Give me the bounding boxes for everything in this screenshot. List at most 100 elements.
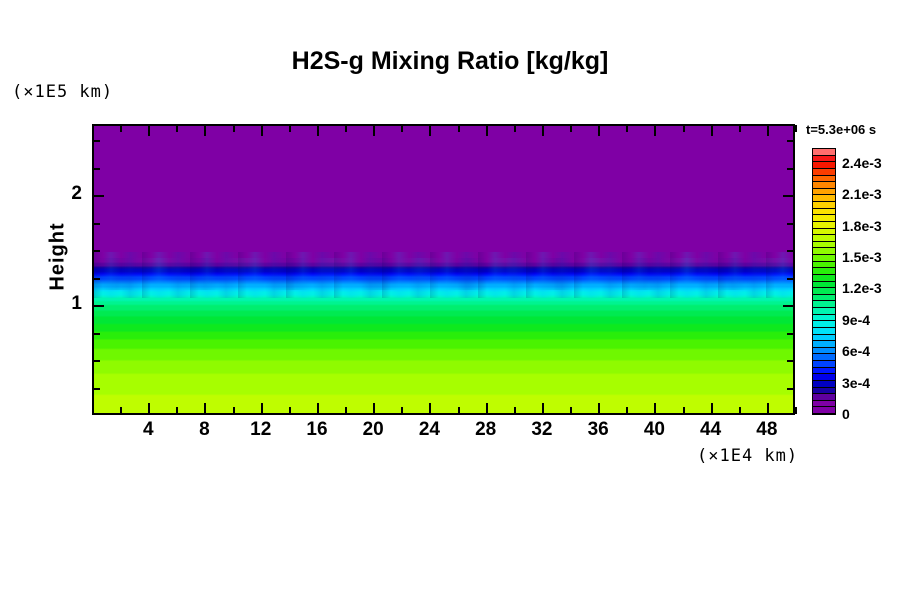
axis-tick	[542, 403, 544, 414]
axis-tick	[120, 125, 122, 132]
colorbar-tick-label: 3e-4	[842, 374, 871, 391]
colorbar-band	[813, 182, 835, 189]
axis-tick	[93, 223, 100, 225]
axis-tick	[626, 407, 628, 414]
colorbar-band	[813, 327, 835, 335]
colorbar-tick-label: 2.4e-3	[842, 154, 882, 171]
colorbar-band	[813, 394, 835, 401]
axis-tick	[289, 125, 291, 132]
axis-tick	[429, 125, 431, 136]
axis-tick	[783, 305, 794, 307]
axis-tick	[401, 407, 403, 414]
axis-tick	[261, 403, 263, 414]
axis-tick	[767, 125, 769, 136]
axis-tick	[767, 403, 769, 414]
axis-tick	[93, 250, 100, 252]
axis-tick	[598, 403, 600, 414]
colorbar-band	[813, 308, 835, 315]
colorbar-band	[813, 221, 835, 229]
colorbar-band	[813, 261, 835, 269]
colorbar-band	[813, 281, 835, 289]
x-tick-label: 8	[199, 419, 210, 440]
colorbar-band	[813, 168, 835, 176]
y-tick-label: 2	[71, 183, 82, 205]
axis-tick	[401, 125, 403, 132]
axis-tick	[486, 403, 488, 414]
axis-tick	[93, 168, 100, 170]
y-tick-label: 1	[71, 293, 82, 315]
axis-tick	[787, 388, 794, 390]
axis-tick	[787, 333, 794, 335]
colorbar-band	[813, 400, 835, 408]
colorbar-tick-label: 9e-4	[842, 311, 871, 328]
axis-tick	[289, 407, 291, 414]
colorbar-band	[813, 175, 835, 183]
x-tick-label: 48	[756, 419, 778, 440]
colorbar-band	[813, 149, 835, 156]
axis-tick	[93, 278, 100, 280]
colorbar-band	[813, 241, 835, 249]
colorbar-band	[813, 341, 835, 348]
colorbar-tick-label: 1.5e-3	[842, 248, 882, 265]
axis-tick	[795, 125, 797, 132]
axis-tick	[787, 140, 794, 142]
axis-tick	[787, 278, 794, 280]
axis-tick	[795, 407, 797, 414]
colorbar-tick-label: 1.8e-3	[842, 217, 882, 234]
axis-tick	[93, 305, 104, 307]
colorbar-band	[813, 248, 835, 255]
axis-tick	[787, 223, 794, 225]
x-tick-label: 16	[306, 419, 328, 440]
time-annotation: t=5.3e+06 s	[806, 122, 877, 137]
axis-tick	[373, 125, 375, 136]
axis-tick	[93, 388, 100, 390]
axis-tick	[787, 168, 794, 170]
axis-tick	[233, 407, 235, 414]
colorbar-band	[813, 215, 835, 222]
x-tick-label: 12	[250, 419, 272, 440]
colorbar-band	[813, 314, 835, 322]
colorbar-band	[813, 367, 835, 375]
axis-tick	[486, 125, 488, 136]
x-tick-label: 24	[418, 419, 440, 440]
axis-tick	[654, 125, 656, 136]
axis-tick	[120, 407, 122, 414]
heatmap-transition-texture	[94, 252, 793, 299]
x-tick-label: 36	[587, 419, 609, 440]
colorbar-tick-label: 6e-4	[842, 343, 871, 360]
colorbar-band	[813, 268, 835, 275]
axis-tick	[345, 407, 347, 414]
colorbar-band	[813, 354, 835, 361]
axis-tick	[542, 125, 544, 136]
colorbar-band	[813, 407, 835, 414]
axis-tick	[787, 360, 794, 362]
colorbar-band	[813, 288, 835, 295]
x-tick-label: 32	[531, 419, 553, 440]
axis-tick	[711, 403, 713, 414]
axis-tick	[93, 140, 100, 142]
colorbar-band	[813, 334, 835, 342]
colorbar-band	[813, 228, 835, 236]
heatmap-texture-secondary	[94, 258, 793, 290]
axis-tick	[373, 403, 375, 414]
colorbar-tick-label: 0	[842, 406, 850, 422]
heatmap-field	[94, 126, 793, 413]
axis-tick	[570, 125, 572, 132]
y-axis-units-label: (×1E5 km)	[12, 82, 114, 102]
axis-tick	[429, 403, 431, 414]
colorbar-band	[813, 301, 835, 308]
axis-tick	[739, 407, 741, 414]
axis-tick	[148, 125, 150, 136]
axis-tick	[204, 403, 206, 414]
x-tick-label: 4	[142, 419, 154, 440]
colorbar-band	[813, 294, 835, 302]
heatmap-plot-area	[92, 124, 795, 415]
colorbar-band	[813, 162, 835, 169]
axis-tick	[626, 125, 628, 132]
colorbar-band	[813, 155, 835, 163]
colorbar-band	[813, 361, 835, 368]
axis-tick	[148, 403, 150, 414]
axis-tick	[176, 407, 178, 414]
axis-tick	[570, 407, 572, 414]
